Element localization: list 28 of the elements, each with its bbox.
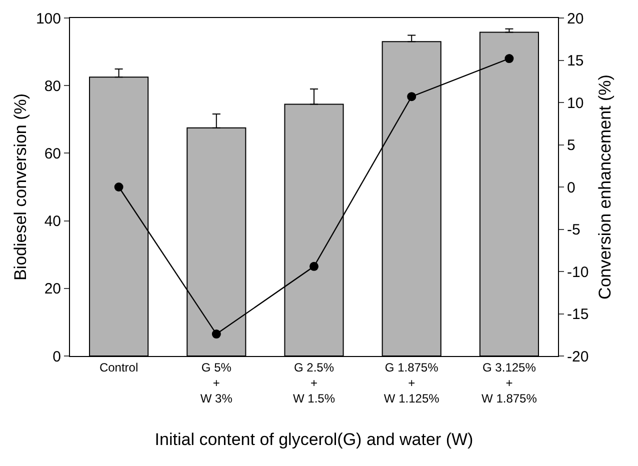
y-tick-label: 100 <box>36 10 61 28</box>
y2-axis-title: Conversion enhancement (%) <box>596 74 614 300</box>
x-tick-label: Control <box>99 360 138 374</box>
x-axis-title: Initial content of glycerol(G) and water (W) <box>154 430 474 449</box>
y-axis-title: Biodiesel conversion (%) <box>11 93 30 281</box>
x-tick-label: G 3.125% + W 1.875% <box>482 360 538 406</box>
x-tick-label: G 1.875% + W 1.125% <box>384 360 440 406</box>
x-tick-label: G 5% + W 3% <box>200 360 233 406</box>
y-tick-label: 80 <box>44 78 61 95</box>
point <box>114 182 124 192</box>
y2-tick-label: -10 <box>567 264 589 281</box>
y2-tick-label: 20 <box>567 10 584 28</box>
y2-tick-label: 15 <box>567 52 584 70</box>
point <box>310 262 318 271</box>
point <box>504 54 514 64</box>
point <box>407 92 416 102</box>
y-tick-label: 40 <box>44 213 61 230</box>
x-tick-label: G 2.5% + W 1.5% <box>292 360 336 406</box>
y2-tick-label: 10 <box>567 94 584 112</box>
y2-tick-label: 0 <box>567 179 576 196</box>
y2-tick-label: -20 <box>567 348 589 366</box>
y2-tick-label: -15 <box>567 306 589 323</box>
y-tick-label: 0 <box>52 348 61 366</box>
y2-tick-label: 5 <box>567 137 576 154</box>
y-tick-label: 20 <box>44 280 61 298</box>
y2-tick-label: -5 <box>567 222 580 238</box>
point <box>212 330 221 339</box>
y-tick-label: 60 <box>44 145 61 162</box>
